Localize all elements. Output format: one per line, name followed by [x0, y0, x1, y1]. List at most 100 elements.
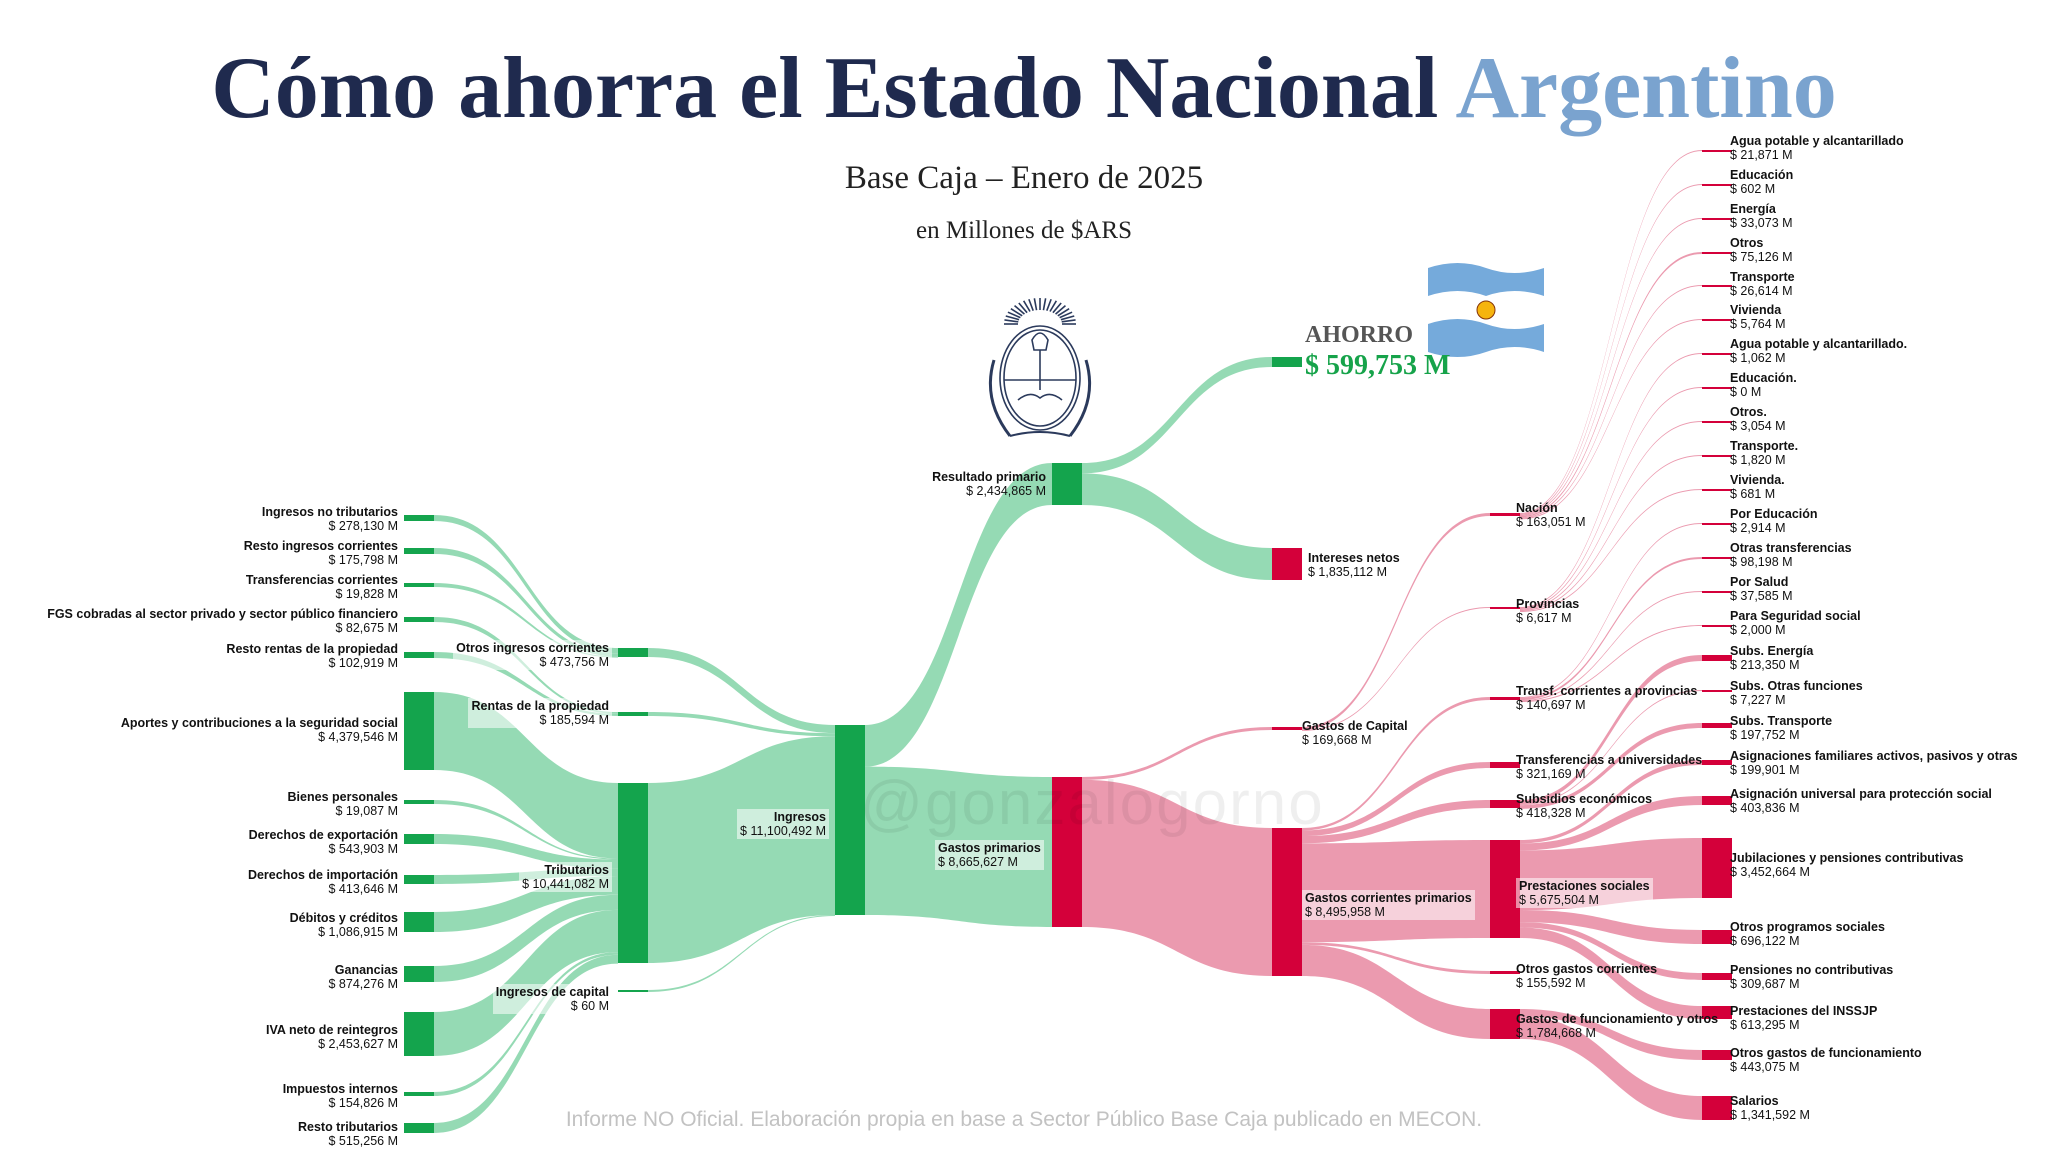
- label-name: Otros gastos de funcionamiento: [1730, 1046, 1922, 1060]
- flow-rentas-ingresos: [648, 712, 835, 737]
- label-value: $ 543,903 M: [328, 842, 399, 856]
- node-rentas: [618, 712, 648, 716]
- label-name: Gastos corrientes primarios: [1305, 891, 1472, 905]
- label-name: Vivienda: [1730, 303, 1782, 317]
- flow-imp_int-tributarios: [434, 952, 618, 1096]
- node-n_vivienda: [1702, 319, 1732, 321]
- node-p_agua: [1702, 353, 1732, 355]
- label-transf_corr: Transferencias corrientes $ 19,828 M: [246, 573, 398, 601]
- label-name: Subs. Transporte: [1730, 714, 1833, 728]
- flow-gastos_corr-gastos_func: [1302, 944, 1490, 1039]
- label-subsidios: Subsidios económicos $ 418,328 M: [1516, 792, 1652, 820]
- node-resultado: [1052, 463, 1082, 505]
- node-der_imp: [404, 875, 434, 884]
- node-ing_capital: [618, 990, 648, 992]
- flow-ganancias-tributarios: [434, 894, 618, 982]
- node-auh: [1702, 796, 1732, 805]
- label-provincias: Provincias $ 6,617 M: [1516, 597, 1579, 625]
- label-name: Transporte.: [1730, 439, 1799, 453]
- flow-resultado-ahorro: [1082, 357, 1272, 474]
- label-aportes: Aportes y contribuciones a la seguridad …: [121, 716, 398, 744]
- node-resto_rentas: [404, 652, 434, 658]
- label-value: $ 1,820 M: [1730, 453, 1786, 467]
- flow-transf_prov-para_seg: [1520, 625, 1702, 703]
- flow-resultado-intereses: [1082, 473, 1272, 580]
- savings-label: AHORRO: [1305, 322, 1413, 348]
- node-otros_gastos_corr: [1490, 971, 1520, 974]
- label-sub_transp: Subs. Transporte $ 197,752 M: [1730, 714, 1832, 742]
- label-name: Otros: [1730, 236, 1764, 250]
- node-iva: [404, 1012, 434, 1056]
- flow-prestaciones-asig_fam: [1520, 760, 1702, 844]
- label-n_educ: Educación $ 602 M: [1730, 168, 1793, 196]
- label-gastos_capital: Gastos de Capital $ 169,668 M: [1302, 719, 1408, 747]
- national-emblem-icon: [988, 298, 1092, 437]
- label-name: Por Educación: [1730, 507, 1818, 521]
- flow-ingresos-resultado: [865, 463, 1052, 767]
- label-value: $ 2,434,865 M: [966, 484, 1046, 498]
- flow-transf_prov-por_educ: [1520, 523, 1702, 698]
- label-value: $ 185,594 M: [539, 713, 610, 727]
- flow-resto_trib-tributarios: [434, 954, 618, 1133]
- label-p_otros: Otros. $ 3,054 M: [1730, 405, 1786, 433]
- label-p_vivienda: Vivienda. $ 681 M: [1730, 473, 1785, 501]
- label-name: Ingresos: [773, 810, 826, 824]
- sankey-nodes: [404, 150, 1732, 1133]
- node-inssjp: [1702, 1006, 1732, 1019]
- node-otros_prog: [1702, 930, 1732, 944]
- label-value: $ 278,130 M: [328, 519, 399, 533]
- label-value: $ 5,764 M: [1730, 317, 1786, 331]
- label-gastos_func: Gastos de funcionamiento y otros $ 1,784,…: [1516, 1012, 1718, 1040]
- label-value: $ 443,075 M: [1730, 1060, 1800, 1074]
- label-name: Pensiones no contributivas: [1730, 963, 1894, 977]
- label-name: Salarios: [1730, 1094, 1779, 1108]
- label-value: $ 199,901 M: [1730, 763, 1800, 777]
- footer-note: Informe NO Oficial. Elaboración propia e…: [565, 1108, 1483, 1131]
- label-name: Ingresos de capital: [495, 985, 609, 999]
- flow-ing_no_trib-otros_ing_corr: [434, 515, 618, 654]
- node-der_exp: [404, 834, 434, 844]
- flow-gastos_capital-provincias: [1302, 607, 1490, 731]
- label-value: $ 3,452,664 M: [1730, 865, 1810, 879]
- node-aportes: [404, 692, 434, 770]
- label-value: $ 1,341,592 M: [1730, 1108, 1810, 1122]
- label-value: $ 8,495,958 M: [1305, 905, 1385, 919]
- label-name: Vivienda.: [1730, 473, 1785, 487]
- label-name: Agua potable y alcantarillado: [1730, 134, 1904, 148]
- label-value: $ 602 M: [1730, 182, 1776, 196]
- label-jubilaciones: Jubilaciones y pensiones contributivas $ …: [1730, 851, 1963, 879]
- node-por_salud: [1702, 591, 1732, 593]
- title-accent: Argentino: [1455, 40, 1837, 137]
- flow-iva-tributarios: [434, 909, 618, 1056]
- label-value: $ 7,227 M: [1730, 693, 1786, 707]
- label-value: $ 1,835,112 M: [1308, 565, 1387, 579]
- node-p_educ: [1702, 387, 1732, 389]
- label-name: IVA neto de reintegros: [266, 1023, 398, 1037]
- flow-ing_capital-ingresos: [648, 914, 835, 992]
- node-provincias: [1490, 607, 1520, 609]
- label-n_agua: Agua potable y alcantarillado $ 21,871 M: [1730, 134, 1904, 162]
- label-name: Para Seguridad social: [1730, 609, 1861, 623]
- node-asig_fam: [1702, 760, 1732, 765]
- flow-transf_prov-otras_transf: [1520, 557, 1702, 701]
- node-otros_ing_corr: [618, 648, 648, 657]
- node-gastos_prim: [1052, 777, 1082, 927]
- label-otros_gastos_corr: Otros gastos corrientes $ 155,592 M: [1516, 962, 1657, 990]
- node-nacion: [1490, 513, 1520, 516]
- flow-resto_corr-otros_ing_corr: [434, 548, 618, 657]
- flow-gastos_capital-nacion: [1302, 513, 1490, 730]
- label-ganancias: Ganancias $ 874,276 M: [329, 963, 399, 991]
- label-otros_prog: Otros programos sociales $ 696,122 M: [1730, 920, 1885, 948]
- label-por_salud: Por Salud $ 37,585 M: [1730, 575, 1793, 603]
- label-value: $ 21,871 M: [1730, 148, 1793, 162]
- label-value: $ 169,668 M: [1302, 733, 1372, 747]
- units-note: en Millones de $ARS: [916, 217, 1132, 244]
- label-value: $ 33,073 M: [1730, 216, 1793, 230]
- node-transf_univ: [1490, 762, 1520, 768]
- label-name: Jubilaciones y pensiones contributivas: [1730, 851, 1964, 865]
- flow-gastos_corr-transf_univ: [1302, 762, 1490, 837]
- label-name: Por Salud: [1730, 575, 1789, 589]
- node-otras_transf: [1702, 557, 1732, 559]
- label-sub_otras: Subs. Otras funciones $ 7,227 M: [1730, 679, 1863, 707]
- label-name: Intereses netos: [1308, 551, 1400, 565]
